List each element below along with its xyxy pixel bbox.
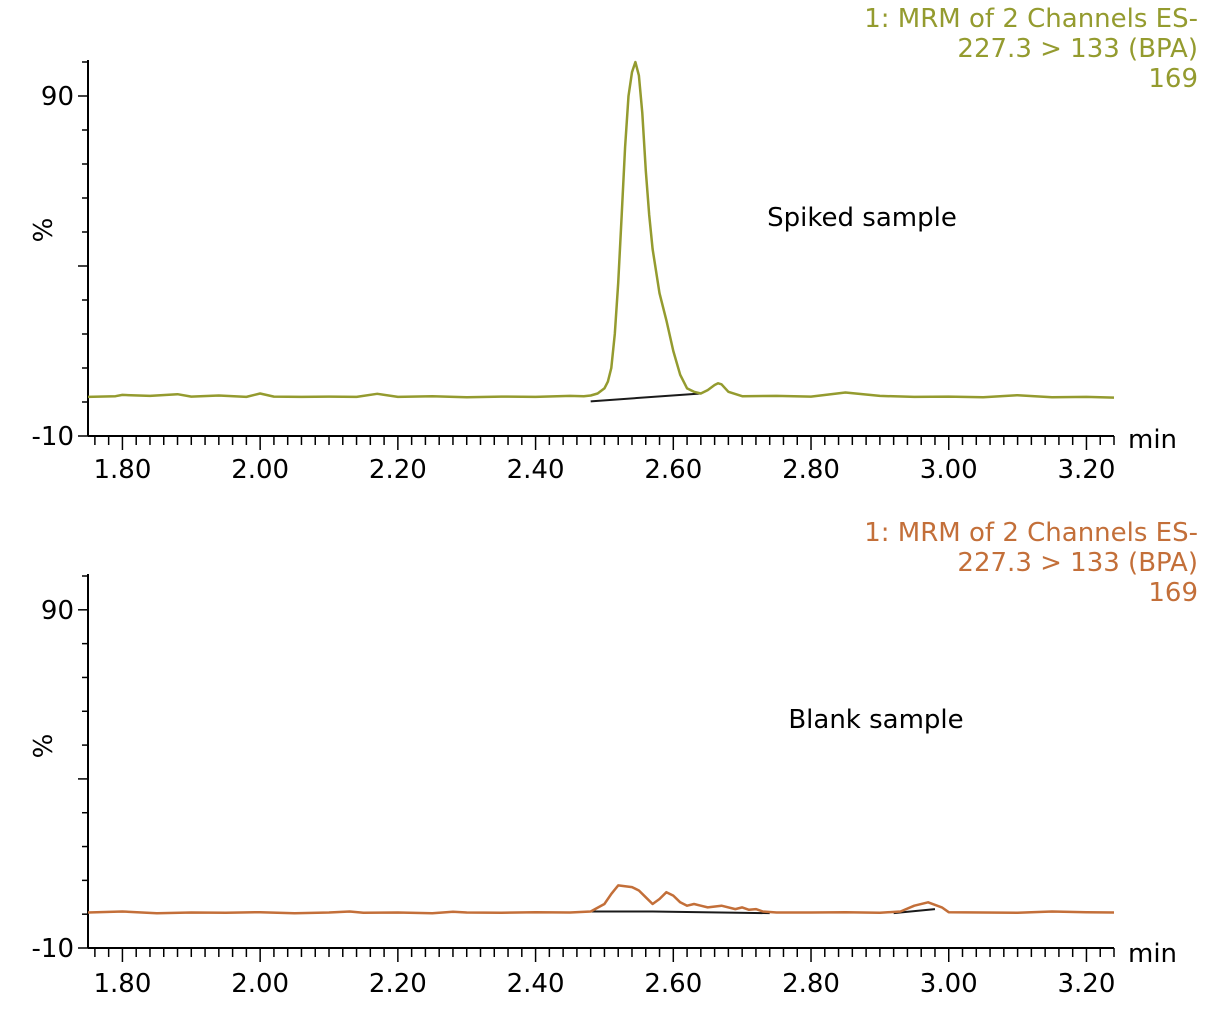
- x-axis-unit: min: [1128, 939, 1177, 969]
- channel-header-line: 227.3 > 133 (BPA): [957, 548, 1198, 578]
- x-tick-label: 1.80: [93, 969, 151, 999]
- x-tick-label: 2.80: [782, 455, 840, 485]
- chromatogram-trace: [87, 60, 1115, 399]
- channel-header: 1: MRM of 2 Channels ES- 227.3 > 133 (BP…: [864, 4, 1198, 94]
- x-axis-unit: min: [1128, 425, 1177, 455]
- chart-panel-spiked: 1: MRM of 2 Channels ES- 227.3 > 133 (BP…: [0, 0, 1214, 500]
- x-tick-label: 2.80: [782, 969, 840, 999]
- x-tick-label: 2.00: [231, 455, 289, 485]
- channel-header-line: 1: MRM of 2 Channels ES-: [864, 518, 1198, 548]
- sample-annotation: Blank sample: [788, 705, 963, 735]
- x-tick-label: 3.00: [920, 455, 978, 485]
- y-axis-label: %: [29, 218, 59, 243]
- channel-header-line: 227.3 > 133 (BPA): [957, 34, 1198, 64]
- y-tick-label: -10: [32, 934, 74, 964]
- x-tick-label: 2.20: [369, 969, 427, 999]
- x-tick-label: 1.80: [93, 455, 151, 485]
- x-tick-label: 2.40: [507, 969, 565, 999]
- y-tick-label: -10: [32, 422, 74, 452]
- x-tick-label: 2.20: [369, 455, 427, 485]
- chromatogram-blank: 90 -10% 1.80 2.00 2.20 2.40 2.60 2.80 3.00 3.20 mi…: [29, 574, 1177, 999]
- y-tick-label: 90: [41, 596, 74, 626]
- x-tick-label: 2.60: [644, 455, 702, 485]
- y-axis-label: %: [29, 734, 59, 759]
- x-tick-label: 3.00: [920, 969, 978, 999]
- x-tick-label: 2.40: [507, 455, 565, 485]
- channel-header-line: 169: [1148, 64, 1198, 94]
- sample-annotation: Spiked sample: [767, 203, 957, 233]
- x-tick-label: 3.20: [1058, 455, 1116, 485]
- x-tick-label: 2.60: [644, 969, 702, 999]
- chromatogram-spiked: 90 -10% 1.80 2.00 2.20 2.40 2.60 2.80 3.00 3.20 mi…: [29, 60, 1177, 485]
- chart-panel-blank: 1: MRM of 2 Channels ES- 227.3 > 133 (BP…: [0, 510, 1214, 1013]
- chromatogram-trace: [87, 884, 1115, 915]
- channel-header: 1: MRM of 2 Channels ES- 227.3 > 133 (BP…: [864, 518, 1198, 608]
- channel-header-line: 1: MRM of 2 Channels ES-: [864, 4, 1198, 34]
- x-tick-label: 2.00: [231, 969, 289, 999]
- x-tick-label: 3.20: [1058, 969, 1116, 999]
- channel-header-line: 169: [1148, 578, 1198, 608]
- integration-baseline: [590, 910, 770, 915]
- integration-baseline: [590, 392, 701, 403]
- y-tick-label: 90: [41, 82, 74, 112]
